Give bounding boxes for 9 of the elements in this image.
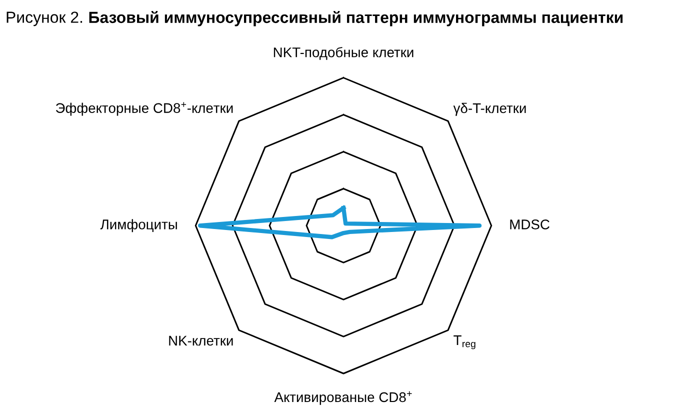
chart-title: Рисунок 2. Базовый иммуносупрессивный паттерн иммунограммы пациентки (6, 11, 623, 26)
spoke-label: γδ-T-клетки (453, 102, 526, 116)
spoke-label: NKT-подобные клетки (274, 46, 414, 60)
spoke-label: MDSC (510, 220, 550, 230)
spoke-label: Лимфоциты (100, 219, 177, 232)
spoke-label: T$_{reg}$ (454, 335, 476, 350)
spoke-label: Эффекторные CD8$^{+}$-клетки (56, 102, 233, 116)
spoke-label: Активированые CD8$^{+}$ (274, 391, 412, 405)
spoke-label: NK-клетки (169, 336, 233, 346)
